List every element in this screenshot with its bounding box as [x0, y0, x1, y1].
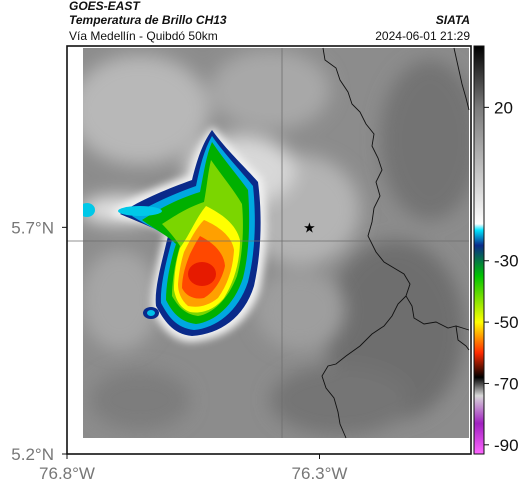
colorbar-tick-label: -50 — [494, 313, 519, 332]
map-frame — [66, 45, 472, 455]
storm-core — [83, 127, 267, 342]
y-tick-label: 5.2°N — [11, 445, 54, 464]
colorbar-tick-label: -90 — [494, 436, 519, 455]
brightness-temperature-image — [83, 48, 469, 438]
colorbar-ticks: 20 -30 -50 -70 -90 — [484, 98, 519, 455]
x-axis-ticks: 76.8°W 76.3°W — [39, 454, 347, 483]
colorbar-gradient — [474, 46, 484, 454]
colorbar-frame — [473, 45, 485, 455]
colorbar-tick-label: 20 — [494, 98, 513, 117]
station-star-marker: ★ — [303, 219, 316, 235]
y-tick-label: 5.7°N — [11, 218, 54, 237]
colorbar-tick-label: -70 — [494, 374, 519, 393]
colorbar: 20 -30 -50 -70 -90 — [473, 45, 519, 455]
header-organization: SIATA — [435, 13, 470, 27]
colorbar-tick-label: -30 — [494, 252, 519, 271]
header-subtitle: Temperatura de Brillo CH13 — [69, 13, 227, 27]
y-axis-ticks: 5.7°N 5.2°N — [11, 218, 67, 464]
x-tick-label: 76.8°W — [39, 464, 95, 483]
warm-patches — [90, 60, 469, 435]
x-tick-label: 76.3°W — [292, 464, 348, 483]
header-location: Vía Medellín - Quibdó 50km — [69, 29, 218, 43]
header-title: GOES-EAST — [69, 0, 140, 13]
header-timestamp: 2024-06-01 21:29 — [375, 29, 470, 43]
department-boundaries — [321, 47, 470, 439]
